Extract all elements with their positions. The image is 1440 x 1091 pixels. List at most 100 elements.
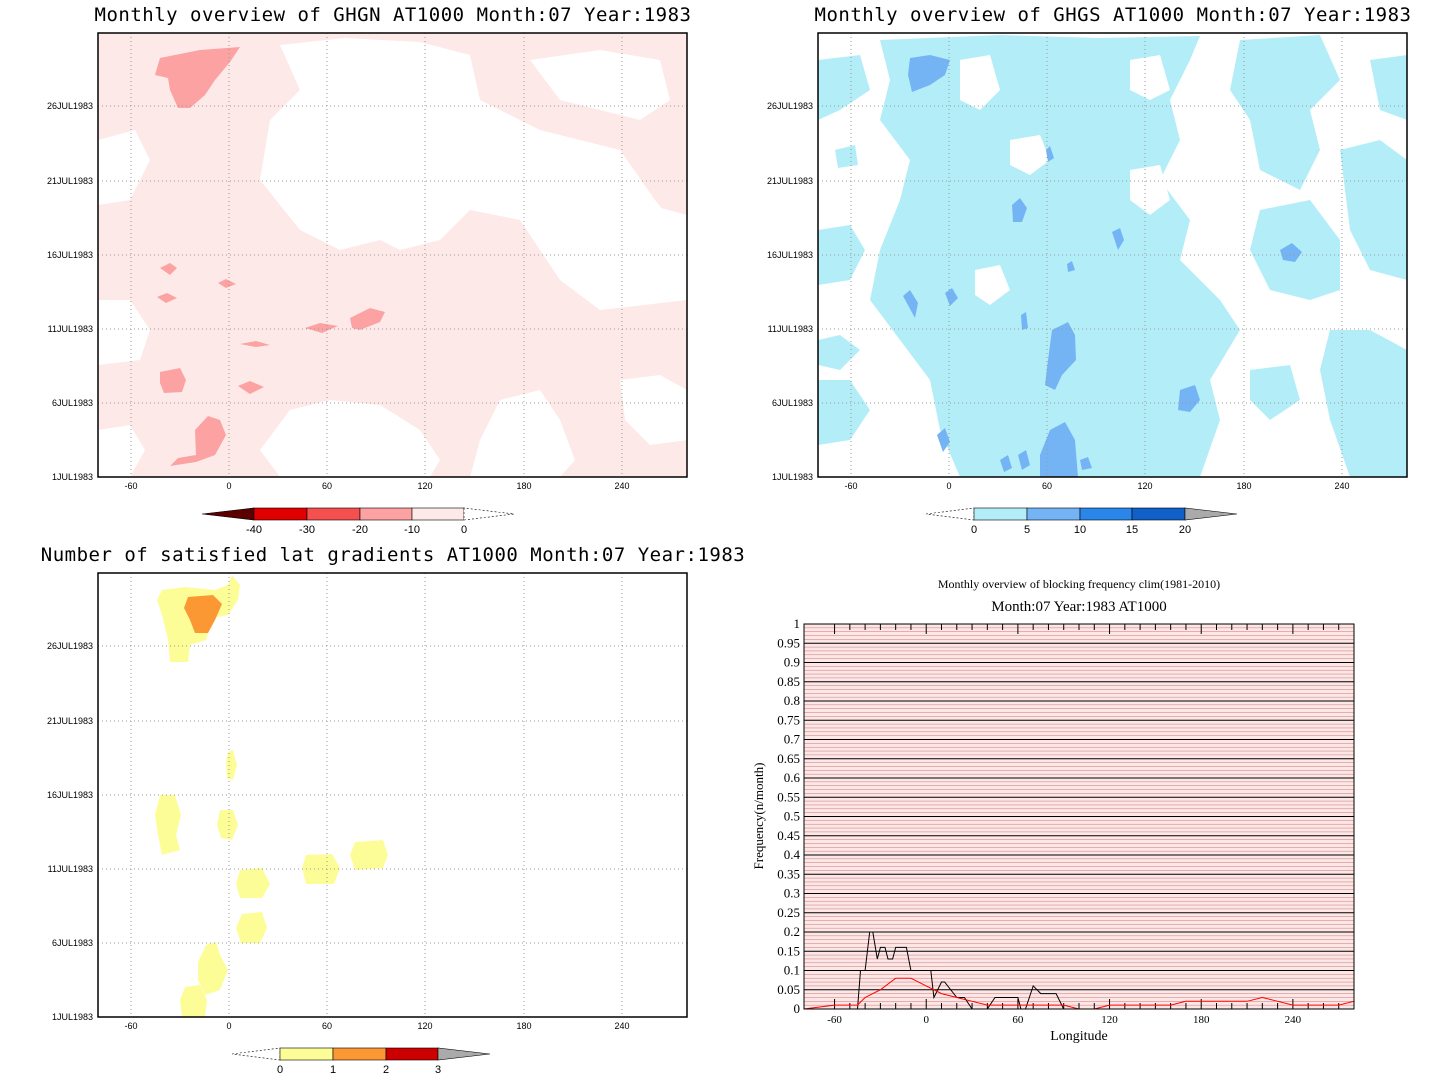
y-tick-label: 0.15 [777,943,800,958]
colorbar-label: 3 [435,1064,441,1076]
panel-ghgs: Monthly overview of GHGS AT1000 Month:07… [767,4,1412,536]
y-tick: 1JUL1983 [52,472,93,482]
ghgn-frame [97,32,688,478]
blocking-frame [803,623,1355,1010]
y-tick-label: 0.1 [784,963,800,978]
ghgs-level-0 [818,35,1407,477]
x-tick: 240 [614,481,629,491]
y-tick-label: 0.8 [784,693,800,708]
series-line-blocking [804,931,1354,1010]
series-line-climatology [803,977,1355,1010]
colorbar-arrow-low [925,507,975,521]
x-tick: 0 [226,1021,231,1031]
ghgs-colorbar: 0 5 10 15 20 [925,507,1238,536]
y-tick-label: 0.9 [784,655,800,670]
ghgn-field [98,33,687,477]
y-tick-label: 0.55 [777,789,800,804]
y-tick-label: 0.45 [777,828,800,843]
colorbar-arrow-high [463,507,515,521]
colorbar-swatch [332,1047,387,1061]
blocking-y-ticks: 0 0.05 0.1 0.15 0.2 0.25 0.3 0.35 0.4 0.45 0.5 0.55… [777,616,800,1016]
colorbar-arrow-high [1184,507,1238,521]
y-tick-label: 0.95 [777,635,800,650]
colorbar-arrow-low [201,507,255,521]
ghgn-y-ticks: 1JUL1983 6JUL1983 11JUL1983 16JUL1983 21… [47,101,93,482]
colorbar-swatch [279,1047,334,1061]
y-tick-label: 0.35 [777,866,800,881]
x-tick-label: -60 [827,1014,842,1026]
y-tick: 26JUL1983 [767,101,813,111]
chart-title-gradients: Number of satisfied lat gradients AT1000… [41,544,745,566]
y-tick-label: 0.65 [777,751,800,766]
x-tick: 180 [516,1021,531,1031]
colorbar-swatch [253,507,308,521]
colorbar-swatch [1026,507,1081,521]
x-tick-label: 60 [1012,1014,1024,1026]
panel-blocking-frequency: Monthly overview of blocking frequency c… [751,577,1355,1044]
ghgs-x-ticks: -60 0 60 120 180 240 [844,481,1349,491]
chart-title-ghgn: Monthly overview of GHGN AT1000 Month:07… [95,4,692,26]
x-tick: 240 [1334,481,1349,491]
x-tick: 120 [1137,481,1152,491]
blocking-x-axis-label: Longitude [1050,1029,1108,1044]
colorbar-swatch [411,507,465,521]
x-tick: 60 [1042,481,1052,491]
x-tick: -60 [124,481,137,491]
x-tick: 240 [614,1021,629,1031]
x-tick: 60 [322,481,332,491]
y-tick: 21JUL1983 [47,176,93,186]
y-tick-label: 0.2 [784,924,800,939]
chart-subtitle-blocking: Month:07 Year:1983 AT1000 [991,599,1166,615]
y-tick: 26JUL1983 [47,641,93,651]
ghgs-y-ticks: 1JUL1983 6JUL1983 11JUL1983 16JUL1983 21… [767,101,813,482]
blocking-x-ticks: -60 0 60 120 180 240 [827,1014,1301,1026]
colorbar-label: 2 [383,1064,389,1076]
colorbar-swatch [973,507,1028,521]
chart-title-blocking: Monthly overview of blocking frequency c… [938,577,1220,591]
x-tick-label: 120 [1101,1014,1118,1026]
blocking-x-tick-marks [834,624,1340,1009]
y-tick-label: 0.6 [784,770,801,785]
chart-title-ghgs: Monthly overview of GHGS AT1000 Month:07… [815,4,1412,26]
colorbar-label: -20 [352,524,368,536]
colorbar-label: -40 [246,524,262,536]
colorbar-label: 10 [1074,524,1086,536]
x-tick-label: 180 [1193,1014,1210,1026]
colorbar-swatch [385,1047,439,1061]
gradients-y-ticks: 1JUL1983 6JUL1983 11JUL1983 16JUL1983 21… [47,641,93,1022]
x-tick: 120 [417,1021,432,1031]
y-tick: 1JUL1983 [52,1012,93,1022]
y-tick-label: 0.3 [784,886,800,901]
ghgs-frame [817,32,1408,478]
colorbar-swatch [306,507,361,521]
colorbar-label: 1 [330,1064,336,1076]
y-tick-label: 0.85 [777,674,800,689]
colorbar-label: 5 [1024,524,1030,536]
y-tick: 11JUL1983 [48,864,93,874]
y-tick: 6JUL1983 [772,398,813,408]
gradients-x-ticks: -60 0 60 120 180 240 [124,1021,629,1031]
ghgs-gaps [960,55,1170,305]
colorbar-label: 0 [971,524,977,536]
colorbar-arrow-low [231,1047,281,1061]
blocking-y-axis-label: Frequency(n/month) [751,763,766,870]
gradients-colorbar: 0 1 2 3 [231,1047,491,1076]
colorbar-swatch [359,507,413,521]
y-tick: 6JUL1983 [52,938,93,948]
colorbar-label: -10 [404,524,420,536]
colorbar-arrow-high [437,1047,491,1061]
y-tick-label: 0.5 [784,809,800,824]
blocking-series [803,931,1355,1010]
y-tick: 1JUL1983 [772,472,813,482]
x-tick-label: 0 [923,1014,929,1026]
colorbar-swatch [1131,507,1186,521]
y-tick: 21JUL1983 [767,176,813,186]
y-tick-label: 0.25 [777,905,800,920]
y-tick: 16JUL1983 [47,250,93,260]
colorbar-label: -30 [299,524,315,536]
x-tick: -60 [844,481,857,491]
y-tick: 26JUL1983 [47,101,93,111]
y-tick-label: 0 [794,1001,801,1016]
y-tick: 16JUL1983 [47,790,93,800]
y-tick-label: 0.4 [784,847,801,862]
